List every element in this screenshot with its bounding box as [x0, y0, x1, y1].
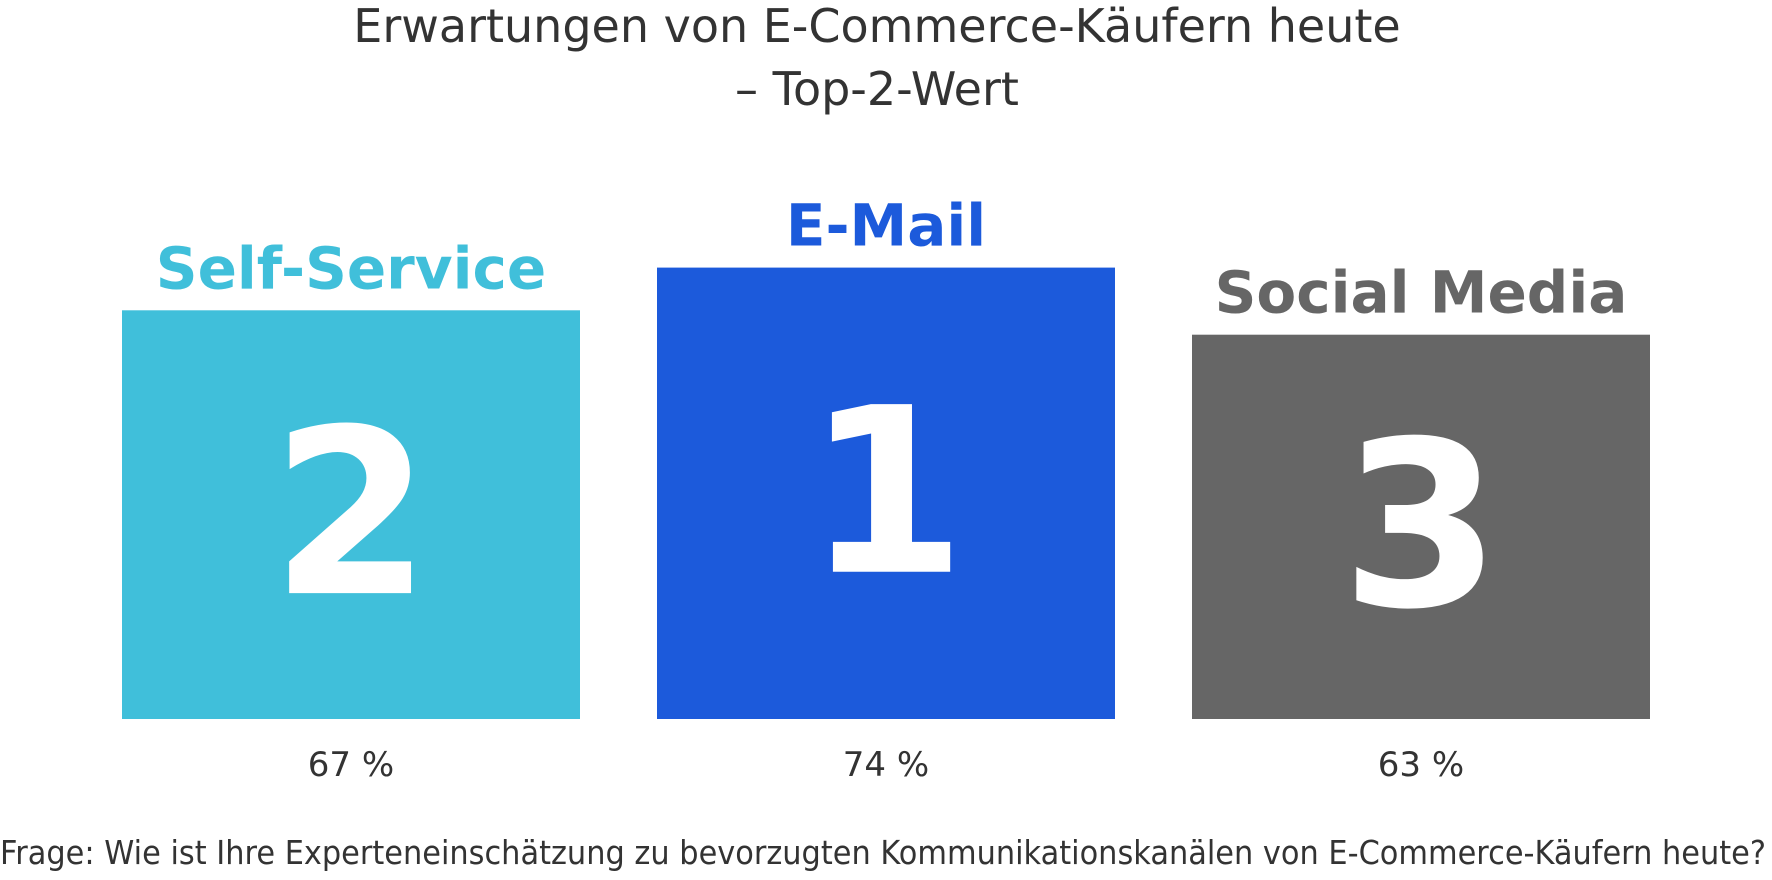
- bar-2: [657, 267, 1115, 719]
- bar-3: [1192, 334, 1650, 719]
- category-label-1: Self-Service: [156, 234, 546, 302]
- value-label-3: 63 %: [1378, 745, 1464, 785]
- bar-1: [122, 310, 580, 719]
- category-label-2: E-Mail: [786, 192, 986, 260]
- chart-title: Erwartungen von E-Commerce-Käufern heute: [353, 0, 1400, 53]
- rank-label-1: 2: [271, 381, 431, 648]
- rank-label-3: 3: [1341, 393, 1501, 660]
- category-label-3: Social Media: [1215, 259, 1628, 327]
- rank-label-2: 1: [806, 360, 966, 627]
- chart-footnote: Frage: Wie ist Ihre Experteneinschätzung…: [0, 833, 1766, 872]
- value-label-1: 67 %: [308, 745, 394, 785]
- value-label-2: 74 %: [843, 745, 929, 785]
- chart-subtitle: – Top-2-Wert: [735, 62, 1019, 116]
- bars-layer: Self-Service 2 67 % E-Mail 1 74 % Social Media…: [122, 192, 1650, 785]
